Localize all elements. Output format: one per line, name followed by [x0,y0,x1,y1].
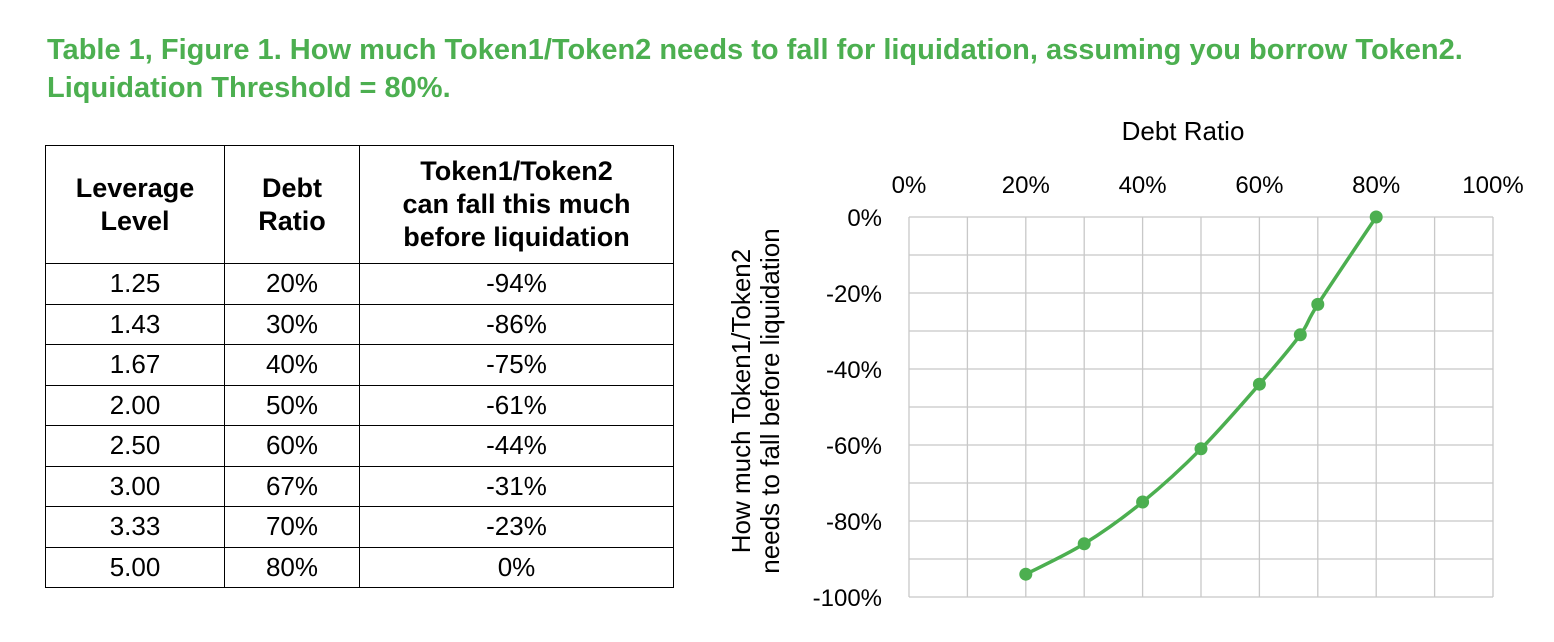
fall-percent-cell: -31% [359,465,674,507]
fall-percent-cell: -61% [359,384,674,426]
y-tick-label: 0% [847,205,882,232]
y-axis-label: needs to fall before liquidation [755,228,785,573]
figure-title: Table 1, Figure 1. How much Token1/Token… [47,34,1463,104]
x-tick-label: 80% [1352,172,1400,199]
x-tick-label: 60% [1235,172,1283,199]
leverage-level-cell: 2.00 [45,384,225,426]
table-row: 5.00 80% 0% [45,546,674,588]
table-row: 1.25 20% -94% [45,263,674,305]
leverage-level-cell: 1.43 [45,303,225,345]
x-axis-label: Debt Ratio [1122,116,1245,146]
y-tick-label: -40% [826,357,882,384]
debt-ratio-cell: 40% [224,344,360,386]
leverage-level-cell: 3.33 [45,506,225,548]
liquidation-table: Leverage Level Debt Ratio Token1/Token2 … [45,145,674,588]
debt-ratio-cell: 60% [224,425,360,467]
y-tick-label: -80% [826,509,882,536]
y-tick-label: -100% [813,585,882,612]
data-point [1019,567,1033,581]
fall-percent-cell: -94% [359,263,674,305]
data-point [1252,377,1266,391]
data-point [1293,328,1307,342]
x-tick-label: 100% [1462,172,1523,199]
fall-percent-cell: 0% [359,546,674,588]
debt-ratio-cell: 20% [224,263,360,305]
header-leverage-level: Leverage Level [45,145,225,264]
debt-ratio-cell: 70% [224,506,360,548]
leverage-level-cell: 3.00 [45,465,225,507]
debt-ratio-cell: 67% [224,465,360,507]
fall-percent-cell: -86% [359,303,674,345]
y-axis-label: How much Token1/Token2 [726,249,756,553]
data-point [1077,537,1091,551]
leverage-level-cell: 2.50 [45,425,225,467]
table-row: 3.00 67% -31% [45,465,674,507]
header-debt-ratio: Debt Ratio [224,145,360,264]
fall-percent-cell: -75% [359,344,674,386]
x-tick-label: 20% [1002,172,1050,199]
data-point [1311,297,1325,311]
table-body: 1.25 20% -94% 1.43 30% -86% 1.67 40% -75% 2.00 50%… [45,263,674,588]
data-point [1136,495,1150,509]
table-row: 2.00 50% -61% [45,384,674,426]
table-row: 1.67 40% -75% [45,344,674,386]
table-row: 1.43 30% -86% [45,303,674,345]
x-tick-label: 40% [1119,172,1167,199]
leverage-level-cell: 1.67 [45,344,225,386]
data-point [1194,442,1208,456]
data-point [1369,210,1383,224]
header-fall-before-liquidation: Token1/Token2 can fall this much before … [359,145,674,264]
leverage-level-cell: 5.00 [45,546,225,588]
y-tick-label: -20% [826,281,882,308]
debt-ratio-cell: 50% [224,384,360,426]
x-tick-label: 0% [892,172,927,199]
y-tick-label: -60% [826,433,882,460]
debt-ratio-cell: 80% [224,546,360,588]
table-header-row: Leverage Level Debt Ratio Token1/Token2 … [45,145,674,264]
